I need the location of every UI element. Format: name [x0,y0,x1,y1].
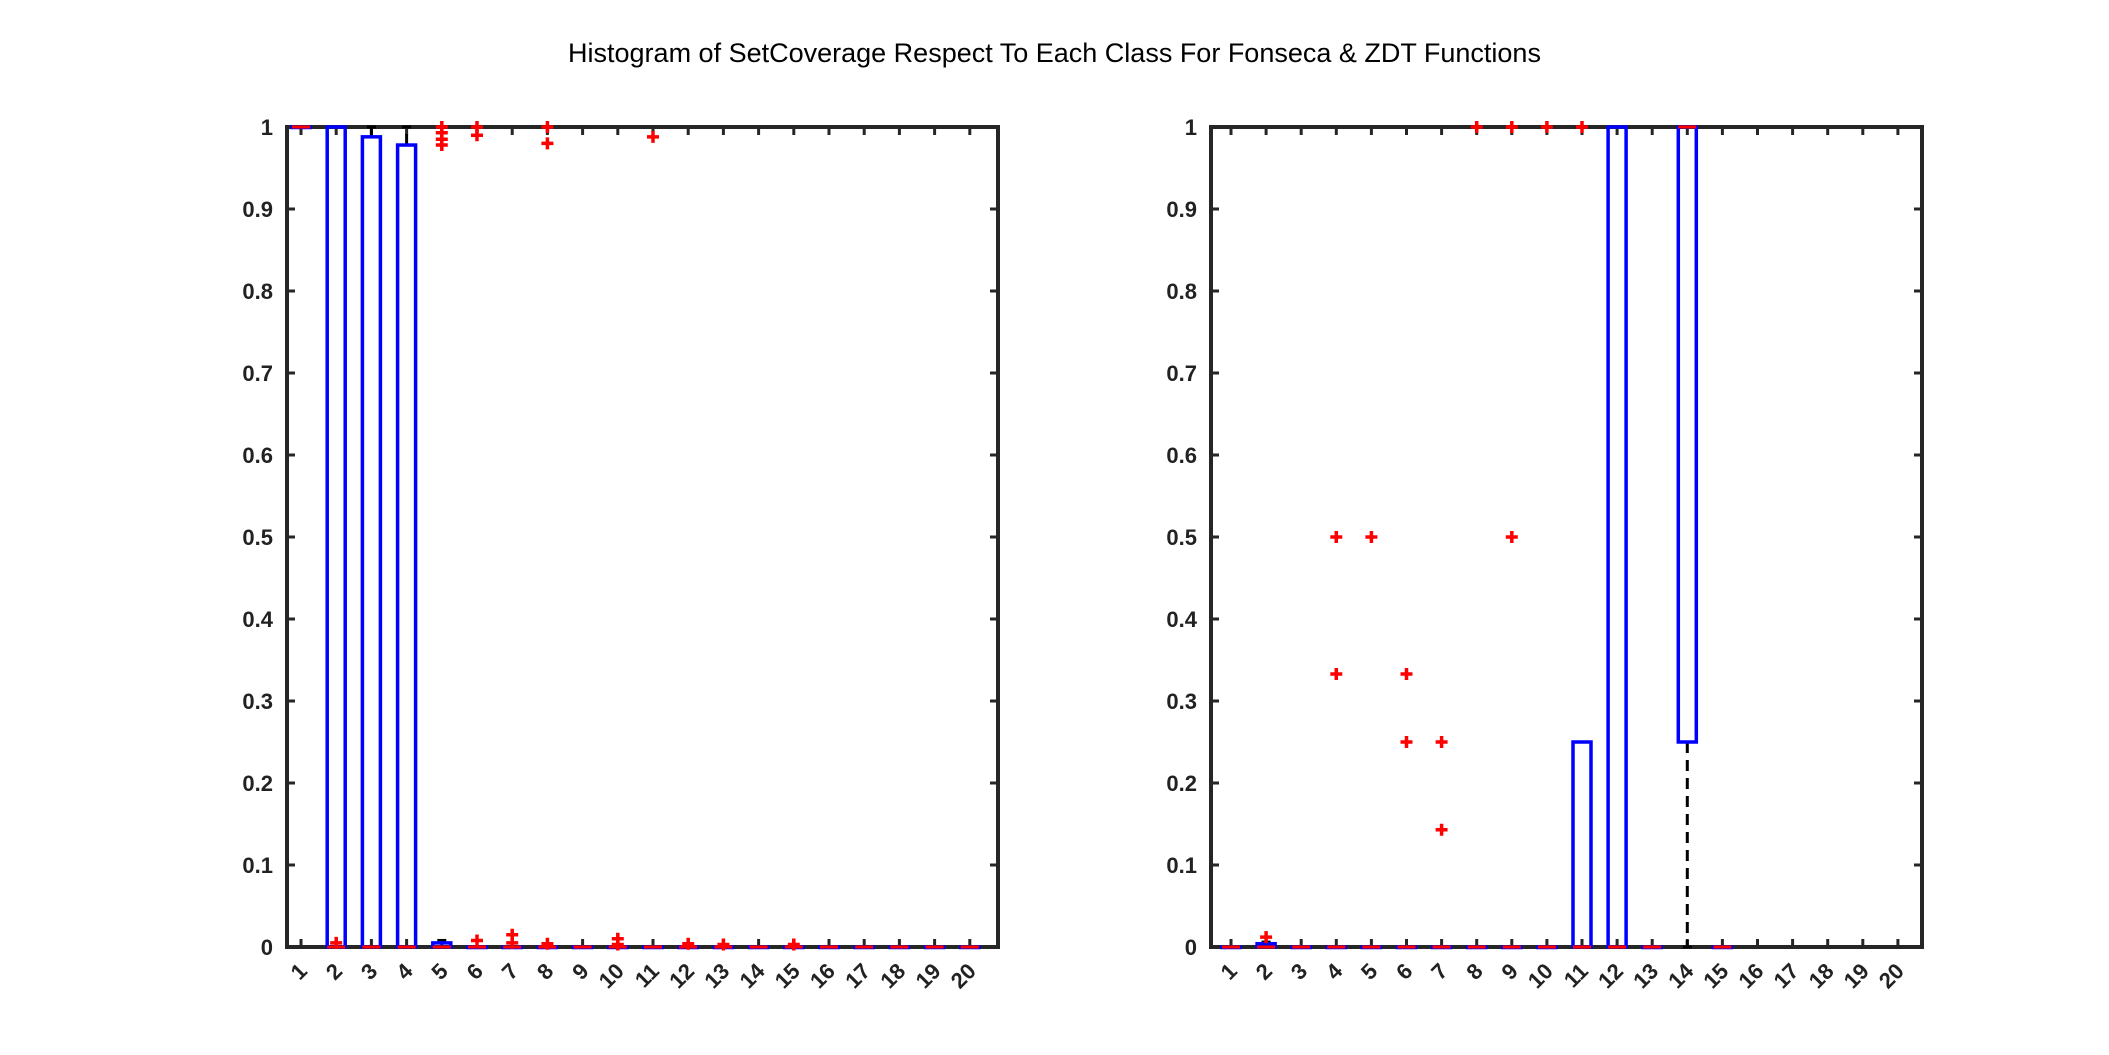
x-tick-label: 20 [1874,958,1909,993]
y-tick-label: 0 [261,935,273,960]
y-tick-label: 0.2 [242,771,273,796]
x-tick-label: 4 [1321,958,1348,985]
x-tick-label: 13 [699,958,734,993]
x-tick-label: 1 [286,958,312,984]
x-tick-label: 1 [1216,958,1242,984]
x-tick-label: 7 [497,958,523,984]
x-tick-label: 8 [532,958,558,984]
x-tick-label: 10 [1523,958,1558,993]
y-tick-label: 0.7 [242,361,273,386]
x-tick-label: 9 [567,958,593,984]
x-tick-label: 13 [1628,958,1663,993]
x-tick-label: 2 [321,958,347,984]
plot-area-frame [287,127,998,947]
x-tick-label: 11 [1559,958,1593,992]
x-tick-label: 19 [1839,958,1874,993]
x-tick-label: 18 [875,958,910,993]
y-tick-label: 1 [1185,115,1197,140]
x-tick-label: 6 [462,958,488,984]
y-tick-label: 0.7 [1166,361,1197,386]
x-tick-label: 20 [946,958,981,993]
x-tick-label: 6 [1391,958,1417,984]
x-tick-label: 5 [1356,958,1382,984]
y-tick-label: 0.9 [242,197,273,222]
x-tick-label: 7 [1426,958,1452,984]
x-tick-label: 8 [1461,958,1487,984]
plot-area-frame [1211,127,1922,947]
x-tick-label: 15 [1698,958,1733,993]
y-tick-label: 0.6 [242,443,273,468]
x-tick-label: 3 [1286,958,1312,984]
y-tick-label: 0.1 [242,853,273,878]
x-tick-label: 12 [664,958,699,993]
x-tick-label: 4 [391,958,418,985]
y-tick-label: 0 [1185,935,1197,960]
x-tick-label: 3 [356,958,382,984]
right-boxplot-panel: 00.10.20.30.40.50.60.70.80.911 2 3 4 5 6 7 8 9 10… [1166,115,1922,993]
y-tick-label: 0.5 [242,525,273,550]
y-tick-label: 0.4 [1166,607,1197,632]
x-tick-label: 16 [805,958,840,993]
left-boxplot-panel: 00.10.20.30.40.50.60.70.80.911 2 3 4 5 6 7 8 9 10… [242,115,998,993]
y-tick-label: 0.9 [1166,197,1197,222]
x-tick-label: 17 [1769,958,1804,993]
x-tick-label: 12 [1593,958,1628,993]
y-tick-label: 0.5 [1166,525,1197,550]
y-tick-label: 0.8 [242,279,273,304]
y-tick-label: 0.2 [1166,771,1197,796]
y-tick-label: 0.6 [1166,443,1197,468]
x-tick-label: 19 [911,958,946,993]
y-tick-label: 0.4 [242,607,273,632]
y-tick-label: 0.8 [1166,279,1197,304]
x-tick-label: 18 [1804,958,1839,993]
x-tick-label: 5 [426,958,452,984]
x-tick-label: 9 [1496,958,1522,984]
x-tick-label: 14 [735,958,771,994]
x-tick-label: 16 [1733,958,1768,993]
x-tick-label: 2 [1251,958,1277,984]
x-tick-label: 17 [840,958,875,993]
y-tick-label: 0.3 [242,689,273,714]
y-tick-label: 0.3 [1166,689,1197,714]
x-tick-label: 10 [594,958,629,993]
x-tick-label: 15 [770,958,805,993]
x-tick-label: 14 [1663,958,1699,994]
y-tick-label: 0.1 [1166,853,1197,878]
x-tick-label: 11 [630,958,664,992]
y-tick-label: 1 [261,115,273,140]
